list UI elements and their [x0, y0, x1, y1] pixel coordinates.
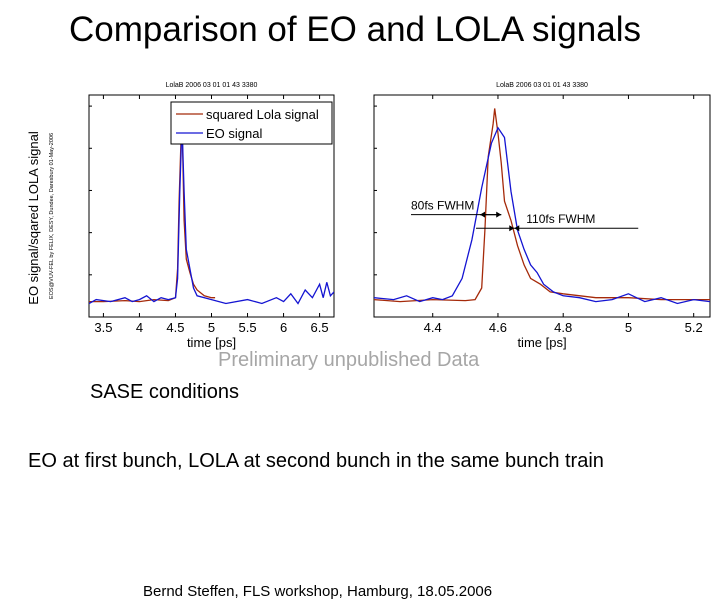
fwhm-80-heads [480, 211, 502, 218]
watermark: Preliminary unpublished Data [218, 349, 480, 371]
plot-frame [373, 94, 711, 318]
chart-2: LolaB 2006 03 01 01 43 3380 4.4 4.6 4.8 5 5.2… [373, 82, 711, 350]
x-tick-label: 5.2 [685, 320, 703, 335]
fwhm-80-label: 80fs FWHM [411, 199, 474, 213]
chart-title: LolaB 2006 03 01 01 43 3380 [166, 82, 258, 89]
x-tick-label: 3.5 [94, 320, 112, 335]
fwhm-110-label: 110fs FWHM [526, 212, 595, 226]
sase-conditions: SASE conditions [90, 381, 239, 403]
x-tick-label: 4 [136, 320, 143, 335]
x-tick-label: 4.4 [424, 320, 442, 335]
x-tick-label: 5.5 [238, 320, 256, 335]
series-line-squared-lola-signal [374, 108, 710, 303]
legend-entry: squared Lola signal [206, 107, 319, 122]
series-line-eo-signal [374, 126, 710, 305]
x-tick-label: 6.5 [311, 320, 329, 335]
x-tick-label: 6 [280, 320, 287, 335]
fwhm-110-heads [509, 225, 520, 232]
x-axis-label: time [ps] [517, 335, 566, 350]
series-line-eo-signal [89, 123, 334, 305]
bunch-note: EO at first bunch, LOLA at second bunch … [28, 450, 604, 472]
x-tick-label: 4.5 [166, 320, 184, 335]
x-tick-label: 4.8 [554, 320, 572, 335]
x-tick-label: 5 [208, 320, 215, 335]
legend-entry: EO signal [206, 126, 262, 141]
chart-1: LolaB 2006 03 01 01 43 3380 3.5 4 4.5 5 5.5 6 6… [26, 82, 335, 350]
footer: Bernd Steffen, FLS workshop, Hamburg, 18… [143, 583, 493, 600]
x-axis-label: time [ps] [187, 335, 236, 350]
legend [170, 101, 333, 145]
chart-title: LolaB 2006 03 01 01 43 3380 [496, 82, 588, 89]
side-note: EOS@VUV-FEL by FELIX, DESY, Dundee, Dare… [49, 133, 55, 299]
slide-title: Comparison of EO and LOLA signals [69, 10, 641, 49]
x-tick-label: 5 [625, 320, 632, 335]
y-axis-label: EO signal/sqared LOLA signal [26, 131, 41, 305]
x-tick-label: 4.6 [489, 320, 507, 335]
